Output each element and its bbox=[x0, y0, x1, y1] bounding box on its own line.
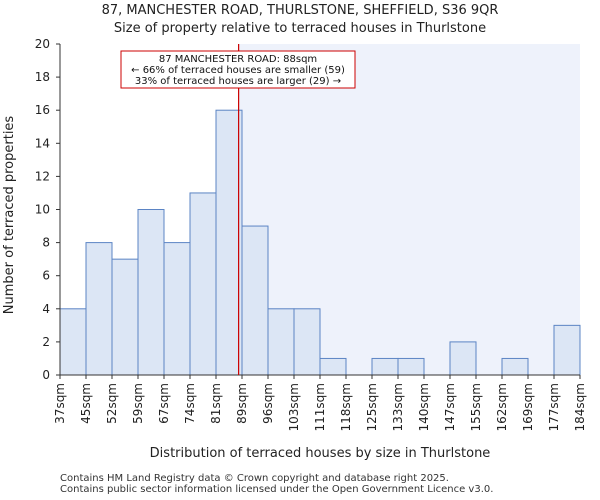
x-tick-label: 45sqm bbox=[79, 383, 93, 424]
y-tick-label: 4 bbox=[42, 302, 50, 316]
x-tick-label: 140sqm bbox=[417, 383, 431, 431]
chart-subtitle: Size of property relative to terraced ho… bbox=[113, 21, 487, 36]
x-tick-label: 155sqm bbox=[469, 383, 483, 431]
y-tick-label: 8 bbox=[42, 236, 50, 250]
annotation-line-2: ← 66% of terraced houses are smaller (59… bbox=[131, 65, 345, 76]
x-tick-label: 74sqm bbox=[183, 383, 197, 424]
annotation-line-1: 87 MANCHESTER ROAD: 88sqm bbox=[159, 54, 317, 65]
y-tick-label: 16 bbox=[35, 103, 50, 117]
x-tick-label: 133sqm bbox=[391, 383, 405, 431]
y-tick-label: 2 bbox=[42, 335, 50, 349]
footer-line-1: Contains HM Land Registry data © Crown c… bbox=[60, 473, 449, 484]
x-tick-label: 67sqm bbox=[157, 383, 171, 424]
bar bbox=[397, 357, 425, 376]
x-tick-label: 111sqm bbox=[313, 383, 327, 431]
bar bbox=[267, 308, 295, 376]
x-tick-label: 162sqm bbox=[495, 383, 509, 431]
x-tick-label: 184sqm bbox=[573, 383, 587, 431]
bar bbox=[241, 225, 269, 376]
x-tick-label: 125sqm bbox=[365, 383, 379, 431]
x-axis-label: Distribution of terraced houses by size … bbox=[150, 446, 491, 461]
x-tick-label: 81sqm bbox=[209, 383, 223, 424]
x-tick-label: 177sqm bbox=[547, 383, 561, 431]
x-tick-label: 147sqm bbox=[443, 383, 457, 431]
annotation-box bbox=[120, 50, 356, 89]
y-tick-label: 14 bbox=[35, 136, 50, 150]
x-tick-label: 103sqm bbox=[287, 383, 301, 431]
chart-title: 87, MANCHESTER ROAD, THURLSTONE, SHEFFIE… bbox=[101, 3, 499, 18]
bar bbox=[111, 258, 139, 376]
footer-line-2: Contains public sector information licen… bbox=[60, 484, 494, 495]
x-tick-label: 118sqm bbox=[339, 383, 353, 431]
y-tick-label: 6 bbox=[42, 269, 50, 283]
y-axis-label: Number of terraced properties bbox=[2, 116, 17, 315]
bar bbox=[501, 357, 529, 376]
bar bbox=[189, 192, 217, 376]
x-tick-label: 59sqm bbox=[131, 383, 145, 424]
annotation-line-3: 33% of terraced houses are larger (29) → bbox=[135, 76, 341, 87]
bar bbox=[449, 341, 477, 376]
x-tick-label: 96sqm bbox=[261, 383, 275, 424]
bar bbox=[293, 308, 321, 376]
x-tick-label: 89sqm bbox=[235, 383, 249, 424]
bar bbox=[137, 209, 165, 376]
bar bbox=[371, 357, 399, 376]
bar bbox=[319, 357, 347, 376]
bar bbox=[553, 324, 581, 376]
y-tick-label: 0 bbox=[42, 368, 50, 382]
bar bbox=[85, 242, 113, 376]
y-tick-label: 18 bbox=[35, 70, 50, 84]
x-tick-label: 37sqm bbox=[53, 383, 67, 424]
bar bbox=[59, 308, 87, 376]
y-tick-label: 10 bbox=[35, 203, 50, 217]
x-tick-label: 169sqm bbox=[521, 383, 535, 431]
bar bbox=[163, 242, 191, 376]
y-tick-label: 20 bbox=[35, 37, 50, 51]
y-tick-label: 12 bbox=[35, 169, 50, 183]
bar bbox=[215, 109, 243, 376]
x-tick-label: 52sqm bbox=[105, 383, 119, 424]
